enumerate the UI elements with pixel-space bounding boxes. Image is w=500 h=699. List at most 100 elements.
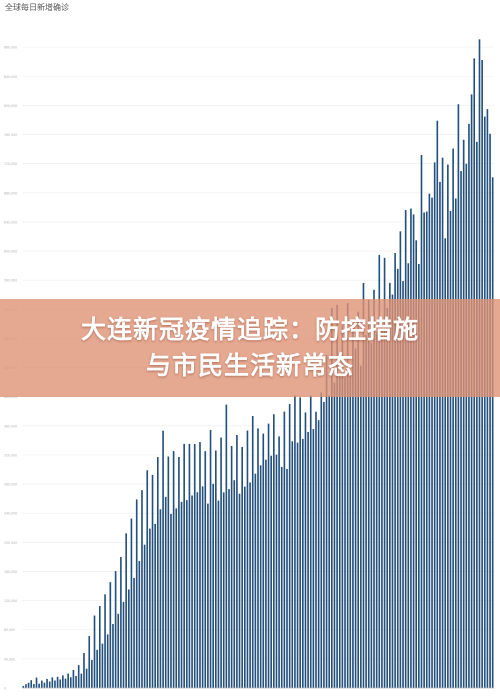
- bar: [51, 677, 54, 688]
- bar: [367, 299, 370, 688]
- bar: [323, 401, 325, 688]
- bar: [238, 493, 241, 688]
- y-tick-label: 320,000: [4, 453, 17, 457]
- bar: [249, 482, 251, 688]
- bar: [125, 533, 127, 688]
- bar: [444, 238, 447, 689]
- bar: [220, 437, 222, 688]
- bar: [72, 670, 75, 688]
- bar: [309, 395, 312, 688]
- bar: [391, 294, 394, 688]
- bar: [257, 428, 259, 689]
- bar: [328, 395, 331, 688]
- bar: [80, 673, 83, 688]
- bar: [207, 503, 209, 688]
- bar: [88, 636, 91, 688]
- bar: [40, 680, 43, 688]
- bar: [375, 332, 378, 688]
- bar: [30, 680, 33, 688]
- bar: [331, 308, 333, 688]
- bar: [96, 649, 98, 688]
- bar: [251, 415, 254, 688]
- bar: [91, 659, 93, 688]
- bar: [151, 474, 154, 688]
- bar: [320, 392, 323, 688]
- bar: [193, 444, 196, 688]
- bar: [418, 264, 420, 688]
- bar: [404, 210, 407, 689]
- bar: [396, 268, 399, 688]
- bar: [143, 544, 146, 688]
- bar: [149, 528, 151, 688]
- y-tick-label: 40,000: [4, 657, 15, 661]
- bar: [389, 282, 391, 688]
- bar: [241, 446, 243, 688]
- headline-banner: 大连新冠疫情追踪：防控措施 与市民生活新常态: [0, 299, 500, 397]
- bar: [180, 501, 183, 688]
- bar: [294, 395, 296, 688]
- bar: [383, 257, 386, 688]
- bar: [135, 499, 138, 688]
- bar: [286, 468, 288, 688]
- bar: [122, 601, 125, 688]
- bar: [141, 490, 143, 688]
- bar: [346, 303, 349, 688]
- bar: [436, 120, 439, 689]
- bar: [201, 486, 204, 688]
- y-tick-label: 240,000: [4, 512, 17, 516]
- bar: [357, 311, 360, 688]
- bar: [59, 679, 62, 688]
- bar: [304, 412, 307, 688]
- bar: [270, 455, 272, 688]
- bar: [62, 675, 64, 688]
- bar: [362, 283, 365, 688]
- bar: [159, 509, 162, 688]
- bar: [344, 377, 346, 688]
- bar: [117, 613, 120, 688]
- bar: [299, 397, 301, 688]
- bar: [317, 420, 320, 688]
- y-tick-label: 840,000: [4, 75, 17, 79]
- bar: [38, 683, 40, 688]
- bar: [43, 682, 46, 688]
- bar: [423, 212, 425, 688]
- bar: [441, 157, 444, 688]
- bar: [410, 208, 412, 688]
- bar: [156, 457, 159, 688]
- bar: [133, 577, 135, 688]
- headline-line-1: 大连新冠疫情追踪：防控措施: [80, 315, 419, 344]
- bar: [428, 193, 431, 688]
- bar: [402, 281, 404, 688]
- bar: [244, 486, 246, 688]
- bar: [378, 254, 381, 688]
- bar: [460, 171, 462, 688]
- bar: [278, 436, 280, 688]
- bar: [265, 459, 267, 688]
- bar: [106, 634, 109, 688]
- bar: [75, 675, 77, 688]
- bar: [415, 240, 418, 688]
- bar: [69, 677, 72, 688]
- bar: [468, 123, 470, 688]
- bar: [35, 677, 38, 688]
- bar: [214, 450, 217, 688]
- bar: [352, 323, 354, 688]
- y-tick-label: 800,000: [4, 104, 17, 108]
- y-axis-ticks: 0 40,000 80,000 120,000 160,000 200,000 240,00…: [4, 46, 17, 691]
- bar: [360, 365, 362, 688]
- bar: [33, 684, 35, 688]
- y-tick-label: 880,000: [4, 46, 17, 50]
- y-tick-label: 560,000: [4, 279, 17, 283]
- bar: [101, 643, 104, 688]
- bar: [172, 451, 175, 688]
- bar: [167, 456, 170, 688]
- bar: [93, 615, 96, 688]
- y-tick-label: 80,000: [4, 628, 15, 632]
- bar: [83, 652, 85, 688]
- bar: [27, 682, 30, 688]
- bar: [325, 354, 328, 688]
- y-tick-label: 720,000: [4, 162, 17, 166]
- bar: [291, 441, 294, 688]
- bar: [420, 155, 423, 688]
- bar: [312, 429, 315, 688]
